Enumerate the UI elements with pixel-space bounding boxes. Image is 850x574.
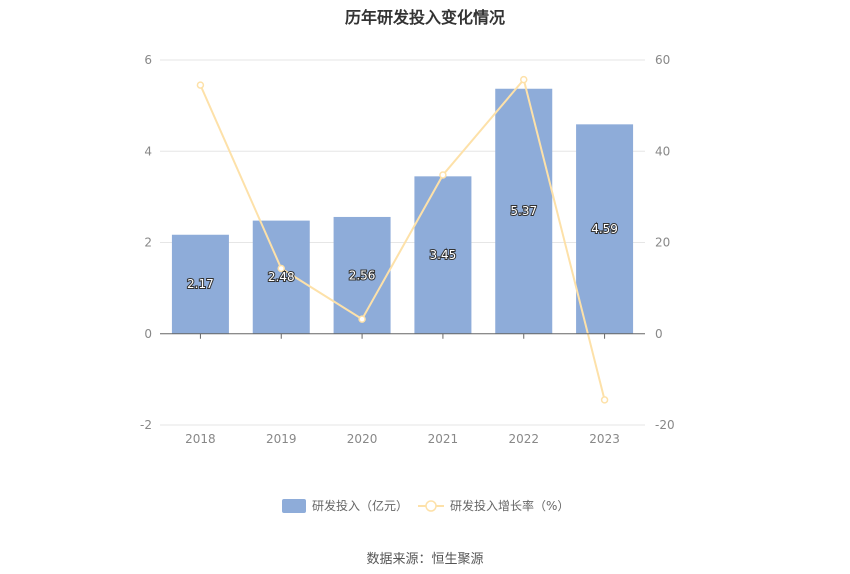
x-tick-label: 2020 [347,432,378,446]
y-left-tick-label: 6 [144,53,152,67]
bar-data-label: 4.59 [591,222,618,236]
y-left-tick-label: 0 [144,327,152,341]
legend-line-label: 研发投入增长率（%） [450,498,569,513]
bar-layer [171,88,634,334]
bar [495,88,553,334]
legend-line-marker [425,500,437,512]
x-tick-label: 2023 [589,432,620,446]
growth-point [277,264,285,273]
x-tick-label: 2019 [266,432,297,446]
y-left-tick-label: 4 [144,144,152,158]
growth-point [600,396,609,404]
y-right-tick-label: 60 [655,53,670,67]
legend-bar-label: 研发投入（亿元） [312,498,408,513]
y-right-tick-label: 20 [655,236,670,250]
bar-data-label: 2.17 [187,277,214,291]
legend-bar-swatch [282,499,306,513]
legend: 研发投入（亿元） 研发投入增长率（%） [282,498,569,513]
x-tick-label: 2021 [428,432,459,446]
bar [252,220,310,334]
bar [171,234,229,334]
label-layer: 2.17 2.48 2.56 3.45 5.37 4.59 [186,203,619,292]
y-left-tick-label: -2 [140,418,152,432]
line-layer [196,75,609,404]
bar-data-label: 2.48 [268,270,295,284]
growth-point [439,171,447,179]
y-right-tick-label: 40 [655,144,670,158]
growth-point [358,315,366,323]
source-note: 数据来源：恒生聚源 [366,552,484,567]
x-tick-label: 2022 [508,432,539,446]
y-left-tick-label: 2 [144,236,152,250]
bar [576,124,634,334]
bar-data-label: 2.56 [349,268,376,282]
bar [414,176,472,334]
bar-data-label: 3.45 [430,248,457,262]
y-right-tick-label: -20 [655,418,675,432]
y-right-tick-label: 0 [655,327,663,341]
bar-data-label: 5.37 [510,204,537,218]
grid-layer [160,59,645,426]
growth-line [199,77,606,401]
growth-point [520,75,528,84]
x-tick-label: 2018 [185,432,216,446]
growth-point [196,81,205,89]
chart-title: 历年研发投入变化情况 [344,8,505,27]
bar [333,216,391,334]
